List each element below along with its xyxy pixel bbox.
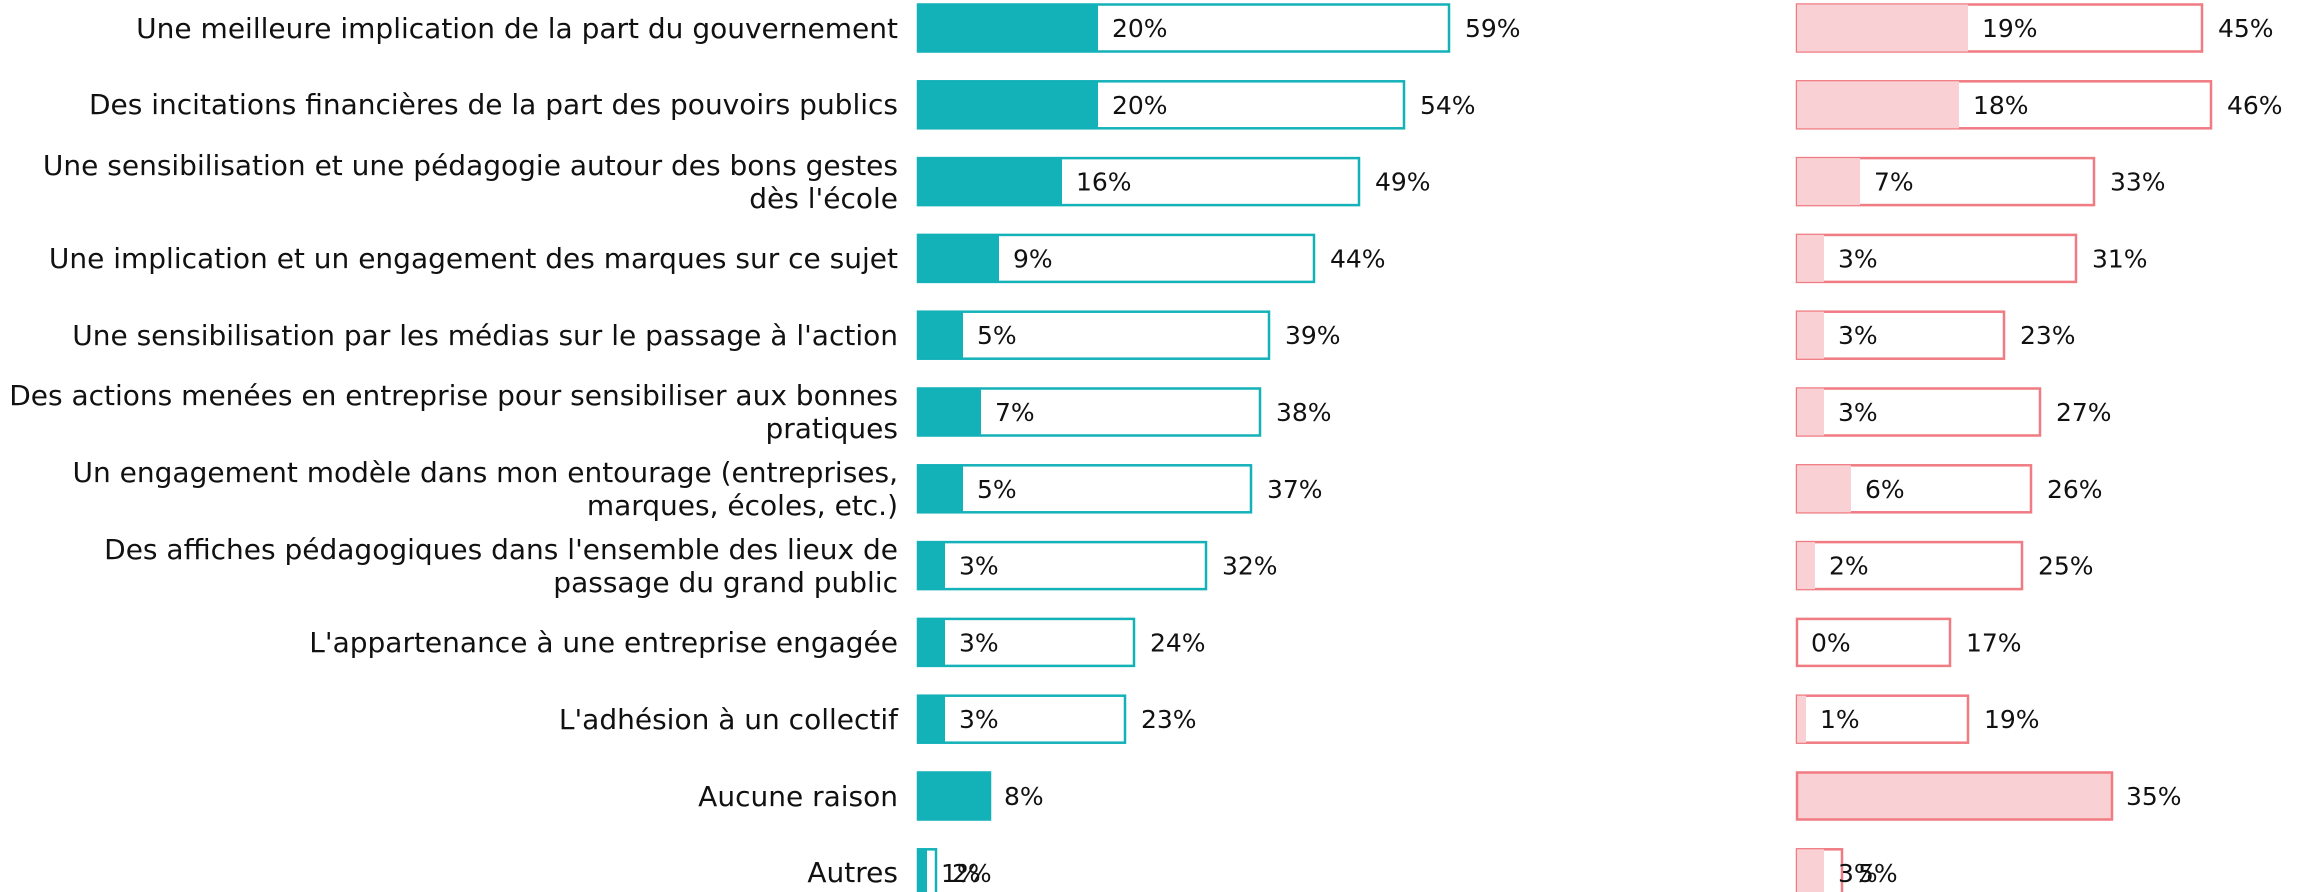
inner-value-label: 3% (1838, 244, 1878, 273)
inner-bar (918, 465, 963, 513)
inner-bar (1797, 234, 1824, 282)
inner-value-label: 18% (1973, 91, 2029, 120)
inner-value-label: 7% (1874, 168, 1914, 197)
total-value-label: 37% (1267, 475, 1323, 504)
total-value-label: 27% (2056, 398, 2112, 427)
total-value-label: 23% (1141, 705, 1197, 734)
category-label: Une sensibilisation par les médias sur l… (72, 318, 898, 352)
inner-bar (918, 234, 999, 282)
category-label: Un engagement modèle dans mon entourage … (72, 455, 898, 522)
total-bar (1795, 310, 2006, 360)
inner-value-label: 9% (1013, 244, 1053, 273)
inner-bar (1797, 695, 1806, 743)
inner-bar (918, 542, 945, 590)
category-label: Des affiches pédagogiques dans l'ensembl… (104, 532, 898, 599)
total-value-label: 26% (2047, 475, 2103, 504)
total-bar (1795, 617, 1952, 668)
inner-value-label: 3% (1838, 398, 1878, 427)
total-value-label: 23% (2020, 321, 2076, 350)
category-label: Aucune raison (698, 779, 898, 813)
total-value-label: 25% (2038, 552, 2094, 581)
inner-value-label: 3% (1838, 321, 1878, 350)
total-bar (1795, 387, 2042, 437)
total-value-label: 54% (1420, 91, 1476, 120)
total-bar (916, 694, 1127, 744)
inner-bar (1797, 4, 1968, 52)
inner-value-label: 1% (1820, 705, 1860, 734)
category-label: L'adhésion à un collectif (558, 702, 898, 736)
total-value-label: 24% (1150, 628, 1206, 657)
category-label: L'appartenance à une entreprise engagée (309, 625, 898, 659)
inner-bar (1797, 849, 1824, 892)
total-value-label: 2% (952, 859, 992, 888)
total-value-label: 45% (2218, 14, 2274, 43)
inner-bar (1797, 81, 1959, 129)
total-value-label: 46% (2227, 91, 2283, 120)
inner-bar (1797, 388, 1824, 436)
inner-value-label: 3% (959, 552, 999, 581)
total-bar (916, 617, 1136, 668)
total-bar (916, 540, 1208, 591)
inner-value-label: 5% (977, 321, 1017, 350)
inner-bar (1797, 542, 1815, 590)
inner-value-label: 0% (1811, 628, 1851, 657)
total-value-label: 38% (1276, 398, 1332, 427)
inner-value-label: 6% (1865, 475, 1905, 504)
inner-value-label: 20% (1112, 91, 1168, 120)
inner-bar (1797, 311, 1824, 359)
inner-bar (918, 849, 927, 892)
inner-bar (918, 311, 963, 359)
category-label: Une sensibilisation et une pédagogie aut… (42, 148, 898, 215)
total-value-label: 32% (1222, 552, 1278, 581)
total-value-label: 49% (1375, 168, 1431, 197)
total-value-label: 5% (1858, 859, 1898, 888)
total-value-label: 59% (1465, 14, 1521, 43)
inner-value-label: 3% (959, 628, 999, 657)
inner-value-label: 3% (959, 705, 999, 734)
total-value-label: 39% (1285, 321, 1341, 350)
category-label: Des actions menées en entreprise pour se… (9, 379, 898, 445)
total-value-label: 33% (2110, 168, 2166, 197)
inner-value-label: 1% (941, 859, 981, 888)
category-label: Une meilleure implication de la part du … (136, 11, 898, 45)
inner-value-label: 35% (2126, 782, 2182, 811)
inner-value-label: 8% (1004, 782, 1044, 811)
inner-bar (1797, 158, 1860, 206)
total-bar (1795, 233, 2078, 284)
total-bar (916, 464, 1253, 514)
inner-bar (918, 695, 945, 743)
inner-value-label: 7% (995, 398, 1035, 427)
inner-value-label: 5% (977, 475, 1017, 504)
total-value-label: 44% (1330, 244, 1386, 273)
inner-value-label: 19% (1982, 14, 2038, 43)
total-bar (1795, 540, 2024, 591)
inner-bar (1797, 465, 1851, 513)
inner-bar (1795, 771, 2114, 821)
inner-bar (918, 81, 1098, 129)
total-value-label: 17% (1966, 628, 2022, 657)
inner-bar (918, 158, 1062, 206)
inner-value-label: 16% (1076, 168, 1132, 197)
category-label: Autres (807, 856, 898, 890)
category-label: Une implication et un engagement des mar… (48, 241, 898, 275)
total-value-label: 31% (2092, 244, 2148, 273)
inner-value-label: 20% (1112, 14, 1168, 43)
total-bar (916, 310, 1271, 360)
inner-bar (918, 618, 945, 666)
inner-bar (918, 388, 981, 436)
total-value-label: 19% (1984, 705, 2040, 734)
inner-value-label: 3% (1838, 859, 1878, 888)
category-label: Des incitations financières de la part d… (88, 88, 898, 122)
inner-value-label: 2% (1829, 552, 1869, 581)
inner-bar (918, 4, 1098, 52)
inner-bar (916, 771, 992, 821)
